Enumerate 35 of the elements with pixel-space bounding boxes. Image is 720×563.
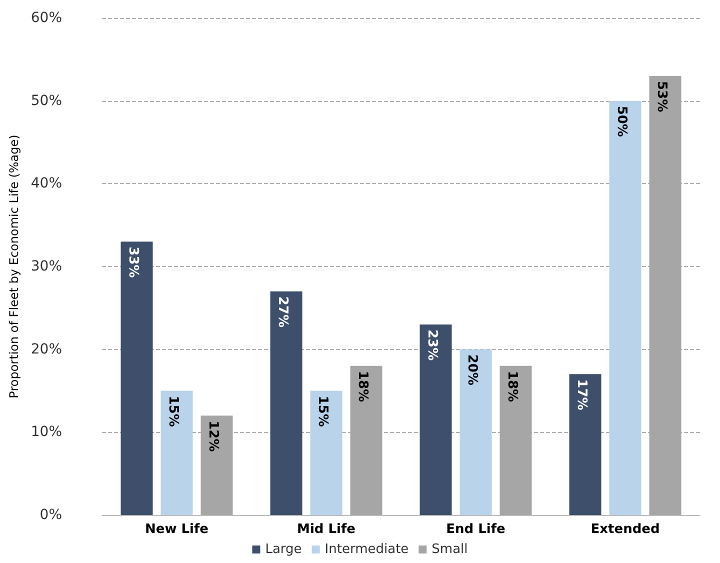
data-label: 27% [274, 296, 290, 328]
legend-label: Intermediate [324, 542, 409, 557]
bar [460, 349, 492, 515]
y-tick-label: 50% [30, 92, 62, 109]
y-tick-label: 20% [30, 341, 62, 358]
legend-label: Small [432, 542, 468, 557]
data-label: 12% [205, 420, 220, 452]
data-label: 20% [464, 354, 480, 386]
y-tick-label: 10% [30, 424, 62, 440]
data-label: 18% [354, 370, 370, 402]
x-tick-label: Mid Life [297, 522, 356, 537]
data-label: 33% [125, 246, 140, 278]
y-axis-title: Proportion of Fleet by Economic Life (%age) [7, 134, 21, 398]
x-tick-label: New Life [145, 522, 209, 537]
bar [310, 390, 342, 515]
y-tick-label: 40% [30, 176, 62, 192]
bar [420, 324, 452, 515]
legend-label: Large [265, 542, 302, 557]
y-tick-label: 0% [40, 507, 62, 523]
data-label: 18% [504, 370, 520, 402]
x-tick-label: Extended [590, 522, 660, 537]
x-tick-label: End Life [446, 522, 506, 537]
y-tick-label: 60% [30, 10, 62, 26]
data-label: 17% [574, 379, 589, 410]
bar [569, 374, 602, 515]
bar [120, 242, 153, 515]
bar [609, 100, 642, 515]
data-label: 23% [424, 329, 440, 361]
y-tick-label: 30% [30, 258, 62, 274]
bar [160, 390, 193, 515]
data-label: 50% [614, 106, 629, 137]
data-label: 15% [165, 396, 180, 427]
bar [270, 291, 302, 515]
data-label: 53% [654, 80, 669, 112]
data-label: 15% [314, 396, 330, 427]
